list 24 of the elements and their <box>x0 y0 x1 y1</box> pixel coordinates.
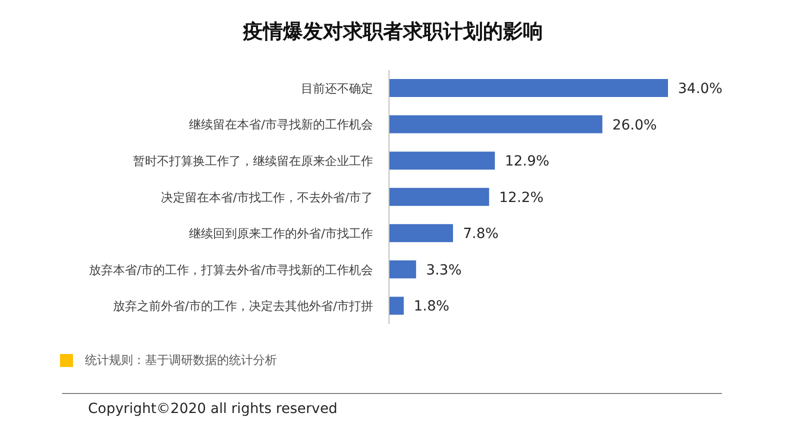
bar <box>389 188 490 206</box>
y-tick-label: 继续回到原来工作的外省/市找工作 <box>188 226 373 241</box>
data-label: 7.8% <box>463 226 499 242</box>
y-tick-label: 放弃之前外省/市的工作，决定去其他外省/市打拼 <box>112 299 373 314</box>
data-label: 12.2% <box>499 190 544 206</box>
bar <box>389 224 454 242</box>
y-tick-label: 放弃本省/市的工作，打算去外省/市寻找新的工作机会 <box>88 262 373 277</box>
y-tick-label: 目前还不确定 <box>301 81 373 96</box>
bar <box>389 79 668 97</box>
data-label: 1.8% <box>414 298 450 315</box>
text: 统计规则：基于调研数据的统计分析 <box>85 352 277 369</box>
chart-title: 疫情爆发对求职者求职计划的影响 <box>242 18 544 45</box>
data-label: 34.0% <box>678 80 722 97</box>
data-label: 26.0% <box>612 117 657 134</box>
bar <box>389 115 602 134</box>
data-label: 12.9% <box>504 154 550 170</box>
text: Copyright©2020 all rights reserved <box>88 401 338 417</box>
y-tick-label: 决定留在本省/市找工作，不去外省/市了 <box>160 190 373 204</box>
y-tick-label: 继续留在本省/市寻找新的工作机会 <box>188 118 373 132</box>
bar <box>389 296 404 315</box>
data-label: 3.3% <box>426 262 462 278</box>
y-tick-label: 暂时不打算换工作了，继续留在原来企业工作 <box>133 154 373 168</box>
bar <box>389 152 495 170</box>
bar <box>389 260 416 278</box>
